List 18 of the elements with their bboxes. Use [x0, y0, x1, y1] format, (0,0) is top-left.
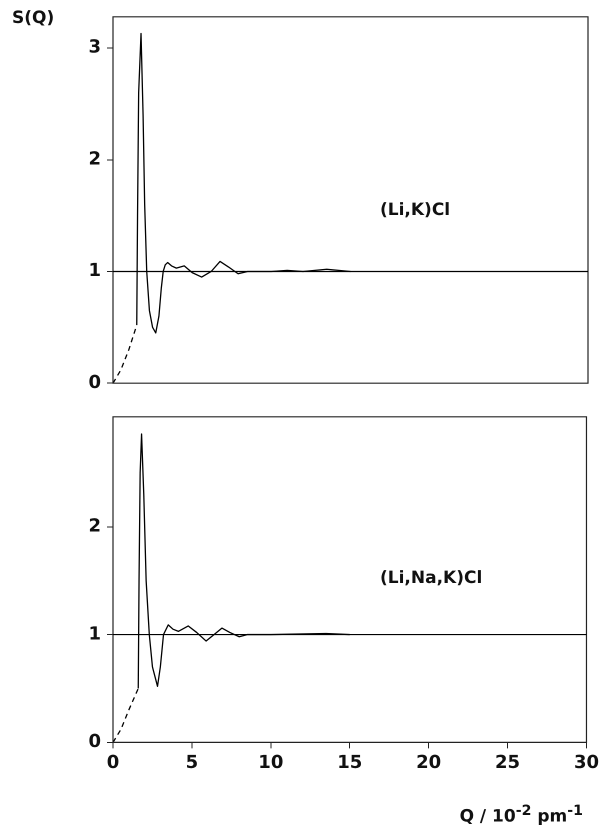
x-tick-label: 5: [186, 752, 198, 773]
x-tick-label: 30: [574, 752, 600, 773]
y-tick-label: 0: [88, 372, 101, 393]
y-tick-label: 1: [88, 623, 101, 644]
y-tick-label: 2: [88, 515, 101, 536]
y-tick-label: 1: [88, 260, 101, 282]
y-tick-label: 3: [88, 36, 101, 58]
x-tick-label: 10: [258, 752, 284, 773]
x-tick-label: 0: [106, 752, 120, 773]
y-tick-label: 0: [88, 731, 101, 752]
x-tick-label: 20: [416, 752, 442, 773]
y-axis-title: S(Q): [12, 8, 54, 28]
y-tick-label: 2: [88, 148, 101, 170]
x-axis-title: Q / 10$^{-2}$ pm$^{-1}$: [460, 803, 583, 827]
x-tick-label: 15: [337, 752, 362, 773]
annotation: (Li,K)Cl: [380, 200, 450, 220]
annotation: (Li,Na,K)Cl: [380, 568, 482, 588]
x-tick-label: 25: [495, 752, 520, 773]
